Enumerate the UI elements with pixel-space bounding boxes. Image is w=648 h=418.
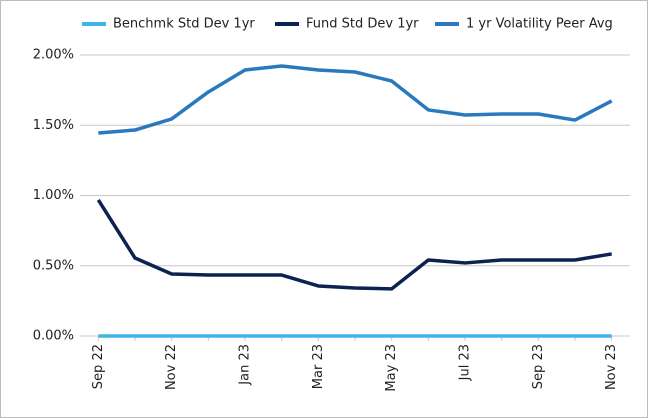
legend-label: 1 yr Volatility Peer Avg	[466, 17, 613, 32]
y-tick-label: 1.00%	[33, 188, 74, 203]
x-tick-label: Mar 23	[311, 344, 326, 389]
legend-label: Benchmk Std Dev 1yr	[113, 17, 255, 32]
y-tick-label: 0.00%	[33, 329, 74, 344]
y-tick-label: 1.50%	[33, 118, 74, 133]
x-tick-label: Sep 23	[531, 344, 546, 389]
line-series	[96, 199, 612, 291]
legend-label: Fund Std Dev 1yr	[306, 17, 419, 32]
x-tick-label: Jul 23	[458, 344, 473, 381]
y-tick-label: 0.50%	[33, 258, 74, 273]
x-tick-label: May 23	[384, 344, 399, 392]
line-series	[98, 64, 613, 135]
y-tick-label: 2.00%	[33, 48, 74, 63]
x-tick-label: Nov 23	[604, 344, 619, 390]
x-tick-label: Nov 22	[164, 344, 179, 390]
x-tick-label: Sep 22	[91, 344, 106, 389]
x-tick-label: Jan 23	[238, 344, 253, 386]
